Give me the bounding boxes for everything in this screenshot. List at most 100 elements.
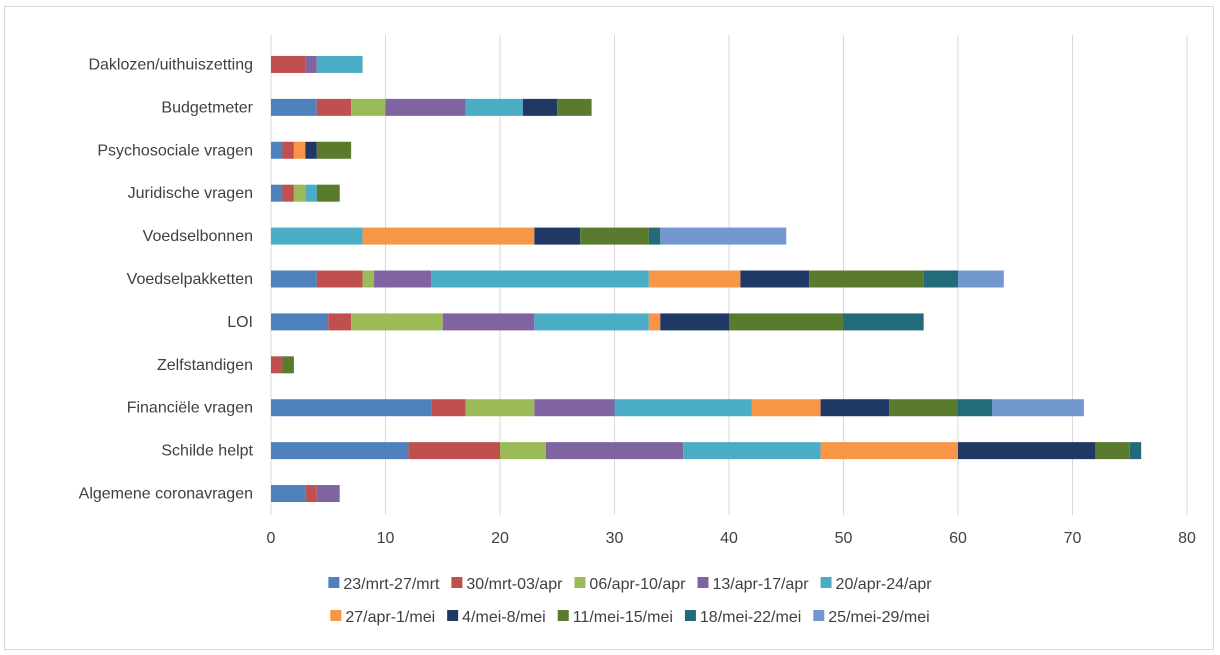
legend-swatch — [684, 610, 696, 621]
bar-segment — [362, 227, 535, 245]
bar-segment — [316, 55, 363, 73]
legend-label: 06/apr-10/apr — [589, 576, 686, 593]
chart-frame: 0 10 20 30 40 50 60 70 80 Daklozen/uithuiszetting… — [4, 6, 1214, 650]
legend-item: 27/apr-1/mei — [330, 609, 435, 626]
x-tick-label: 30 — [606, 530, 624, 547]
legend-item: 23/mrt-27/mrt — [328, 576, 440, 593]
bar-segment — [271, 485, 306, 503]
legend-item: 25/mei-29/mei — [813, 609, 930, 626]
legend-item: 18/mei-22/mei — [684, 609, 801, 626]
legend-label: 30/mrt-03/apr — [466, 576, 563, 593]
legend-swatch — [813, 610, 825, 621]
bar-segment — [500, 442, 546, 460]
bar-segment — [751, 399, 821, 417]
legend-swatch — [574, 577, 586, 588]
bar-segment — [316, 270, 363, 288]
bar-segment — [431, 270, 649, 288]
bar-segment — [293, 184, 306, 202]
category-label: Budgetmeter — [161, 99, 253, 116]
bar-segment — [271, 442, 409, 460]
x-tick-label: 0 — [267, 530, 276, 547]
bars — [271, 55, 1142, 503]
bar-segment — [351, 313, 443, 331]
bar-segment — [271, 55, 306, 73]
bar-segment — [580, 227, 649, 245]
bar-segment — [534, 313, 649, 331]
legend-swatch — [330, 610, 342, 621]
legend-swatch — [820, 577, 832, 588]
category-label: Juridische vragen — [128, 185, 253, 202]
x-tick-label: 20 — [491, 530, 509, 547]
bar-segment — [522, 98, 558, 116]
bar-segment — [316, 98, 352, 116]
bar-segment — [648, 227, 661, 245]
bar-segment — [843, 313, 924, 331]
bar-segment — [958, 270, 1004, 288]
bar-segment — [820, 399, 890, 417]
bar-segment — [305, 485, 317, 503]
legend-label: 18/mei-22/mei — [700, 609, 801, 626]
x-tick-label: 70 — [1064, 530, 1082, 547]
legend-item: 13/apr-17/apr — [697, 576, 809, 593]
bar-segment — [442, 313, 535, 331]
legend: 23/mrt-27/mrt 30/mrt-03/apr 06/apr-10/apr 1… — [328, 576, 932, 626]
bar-segment — [316, 485, 340, 503]
bar-segment — [729, 313, 844, 331]
bar-segment — [271, 313, 329, 331]
bar-segment — [305, 141, 317, 159]
bar-segment — [740, 270, 810, 288]
bar-segment — [809, 270, 924, 288]
bar-segment — [282, 356, 294, 374]
bar-segment — [465, 399, 535, 417]
bar-segment — [408, 442, 500, 460]
bar-segment — [534, 227, 581, 245]
legend-item: 20/apr-24/apr — [820, 576, 933, 593]
bar-segment — [271, 141, 283, 159]
bar-segment — [305, 184, 317, 202]
bar-segment — [660, 313, 729, 331]
legend-swatch — [328, 577, 340, 588]
bar-segment — [614, 399, 752, 417]
bar-segment — [362, 270, 375, 288]
legend-swatch — [447, 610, 459, 621]
category-label: Financiële vragen — [127, 400, 253, 417]
bar-segment — [958, 442, 1096, 460]
category-label: Zelfstandigen — [157, 357, 253, 374]
bar-segment — [271, 356, 283, 374]
legend-label: 11/mei-15/mei — [573, 609, 673, 626]
bar-segment — [282, 184, 294, 202]
bar-segment — [534, 399, 615, 417]
bar-segment — [374, 270, 432, 288]
legend-item: 06/apr-10/apr — [574, 576, 686, 593]
bar-segment — [293, 141, 306, 159]
legend-swatch — [451, 577, 463, 588]
stacked-bar-chart: 0 10 20 30 40 50 60 70 80 Daklozen/uithuiszetting… — [79, 35, 1196, 626]
category-label: Psychosociale vragen — [97, 142, 253, 159]
legend-label: 27/apr-1/mei — [345, 609, 435, 626]
bar-segment — [351, 98, 386, 116]
bar-segment — [271, 227, 363, 245]
bar-segment — [889, 399, 958, 417]
legend-label: 20/apr-24/apr — [836, 576, 933, 593]
bar-segment — [271, 399, 432, 417]
x-tick-label: 40 — [720, 530, 738, 547]
category-label: Algemene coronavragen — [79, 486, 253, 503]
bar-segment — [385, 98, 466, 116]
bar-segment — [305, 55, 317, 73]
legend-item: 11/mei-15/mei — [557, 609, 673, 626]
bar-segment — [648, 270, 741, 288]
x-tick-label: 10 — [377, 530, 395, 547]
legend-swatch — [697, 577, 709, 588]
category-label: Daklozen/uithuiszetting — [88, 56, 253, 73]
bar-segment — [1095, 442, 1130, 460]
bar-segment — [557, 98, 592, 116]
category-label: LOI — [227, 314, 253, 331]
legend-item: 4/mei-8/mei — [447, 609, 546, 626]
bar-segment — [328, 313, 352, 331]
bar-segment — [958, 399, 993, 417]
legend-label: 23/mrt-27/mrt — [343, 576, 440, 593]
bar-segment — [271, 270, 317, 288]
x-tick-label: 80 — [1178, 530, 1196, 547]
bar-segment — [992, 399, 1084, 417]
bar-segment — [465, 98, 523, 116]
